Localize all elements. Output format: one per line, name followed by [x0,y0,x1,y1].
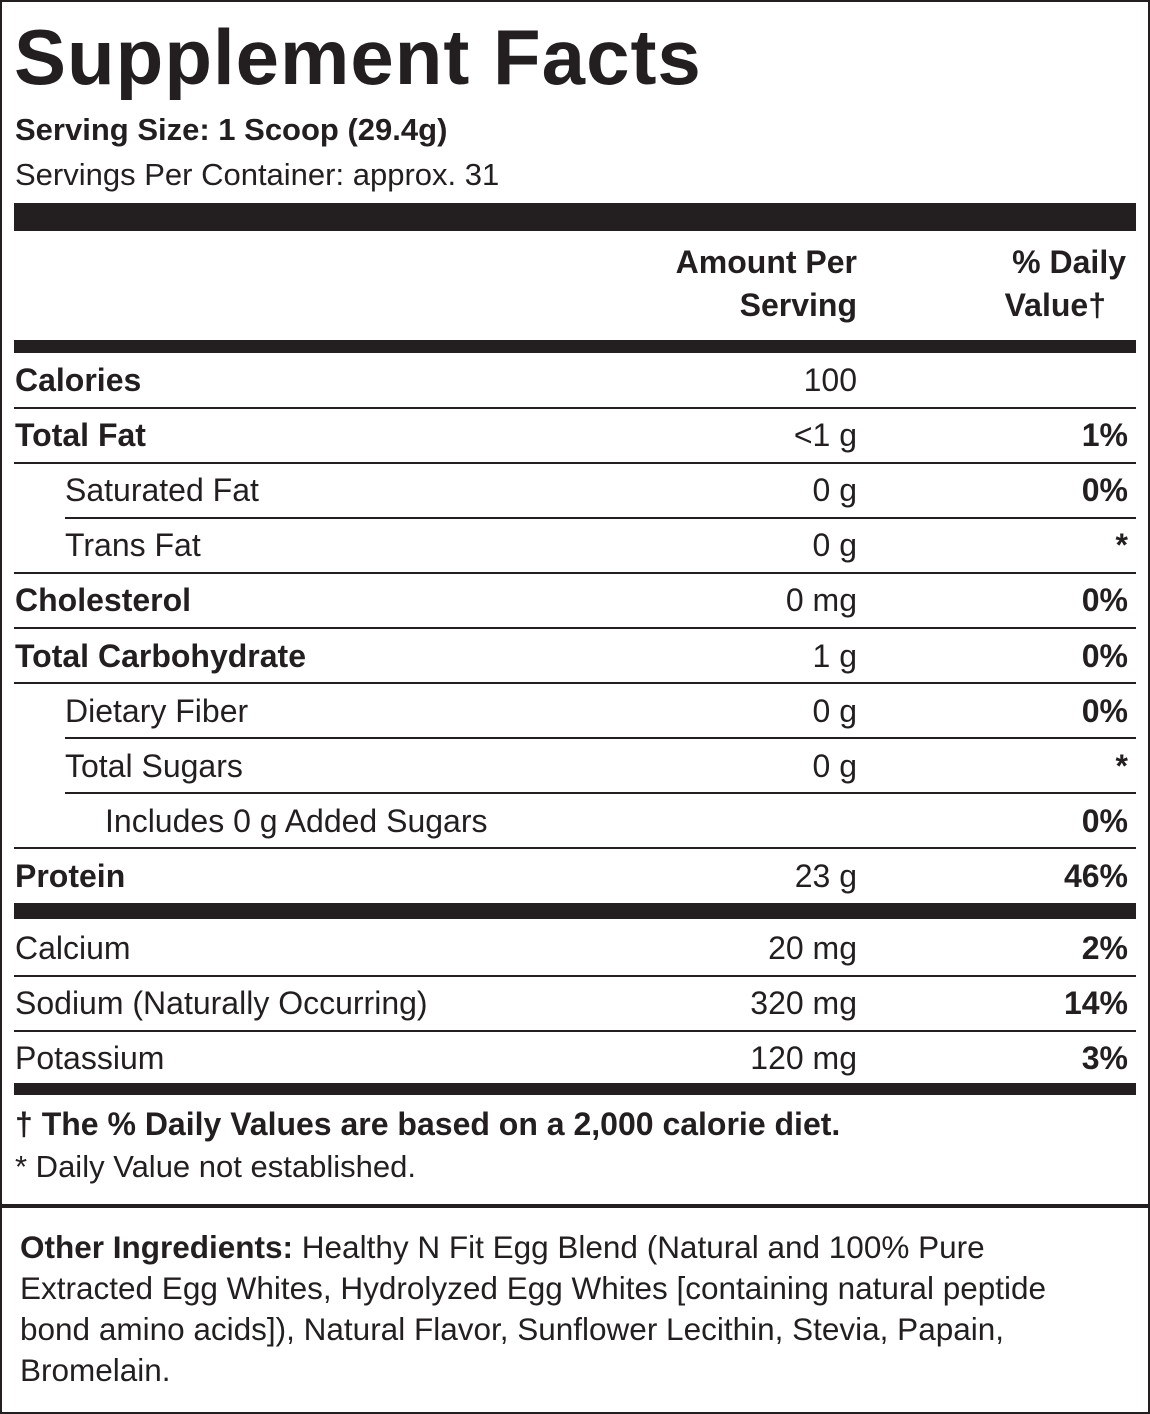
footnote: † The % Daily Values are based on a 2,00… [15,1106,841,1142]
row-name: Sodium (Naturally Occurring) [15,985,428,1021]
row-amount: <1 g [793,417,857,454]
row-rule [14,682,1136,684]
row-amount: 0 mg [785,582,857,619]
amount-header: Serving [739,287,857,323]
thick-bar [14,340,1136,353]
row-daily-value: 0% [1081,802,1128,839]
thick-bar [14,903,1136,919]
row-rule [14,627,1136,629]
row-amount: 100 [803,362,857,398]
row-amount: 0 g [812,527,857,564]
daily-value-header: % Daily [1012,244,1126,280]
servings-per-container: Servings Per Container: approx. 31 [15,157,500,192]
row-name: Saturated Fat [65,472,259,509]
ingredients-label: Other Ingredients: [20,1229,294,1265]
row-rule [14,462,1136,464]
row-amount: 0 g [812,472,857,509]
row-name: Potassium [15,1040,165,1076]
row-rule [14,975,1136,977]
row-amount: 1 g [812,637,857,674]
amount-header: Amount Per [675,244,857,280]
ingredients-text: Healthy N Fit Egg Blend (Natural and 100… [20,1229,1047,1388]
row-amount: 0 g [812,692,857,729]
row-daily-value: 0% [1081,637,1128,674]
row-daily-value: 1% [1081,417,1128,454]
row-name: Total Sugars [65,747,243,784]
daily-value-header: Value† [1004,287,1106,323]
row-daily-value: 0% [1081,692,1128,729]
row-amount: 320 mg [750,985,857,1021]
row-daily-value: 0% [1081,472,1128,509]
row-name: Calories [15,362,142,398]
title: Supplement Facts [14,13,702,101]
ingredients-panel [0,1206,1150,1414]
row-daily-value: * [1115,747,1128,784]
row-name: Dietary Fiber [65,692,249,729]
row-name: Includes 0 g Added Sugars [105,802,488,839]
row-amount: 120 mg [750,1040,857,1076]
row-amount: 0 g [812,747,857,784]
row-daily-value: * [1115,527,1128,564]
other-ingredients: Other Ingredients: Healthy N Fit Egg Ble… [20,1227,1080,1391]
serving-size: Serving Size: 1 Scoop (29.4g) [15,112,448,147]
row-daily-value: 14% [1063,985,1128,1021]
row-rule [14,572,1136,574]
row-rule [65,517,1136,519]
row-rule [14,1030,1136,1032]
facts-panel [0,0,1150,1206]
row-name: Protein [15,857,126,894]
thick-bar [14,203,1136,231]
row-amount: 20 mg [768,930,857,966]
row-name: Total Fat [15,417,146,454]
row-name: Cholesterol [15,582,192,619]
row-daily-value: 0% [1081,582,1128,619]
thick-bar [14,1083,1136,1095]
row-amount: 23 g [794,857,857,894]
row-daily-value: 3% [1081,1040,1128,1076]
row-daily-value: 46% [1063,857,1128,894]
row-name: Trans Fat [65,527,201,564]
row-rule [65,792,1136,794]
row-rule [14,847,1136,849]
row-name: Calcium [15,930,131,966]
row-rule [65,737,1136,739]
row-name: Total Carbohydrate [15,637,306,674]
row-daily-value: 2% [1081,930,1128,966]
footnote: * Daily Value not established. [15,1149,416,1184]
row-rule [14,407,1136,409]
